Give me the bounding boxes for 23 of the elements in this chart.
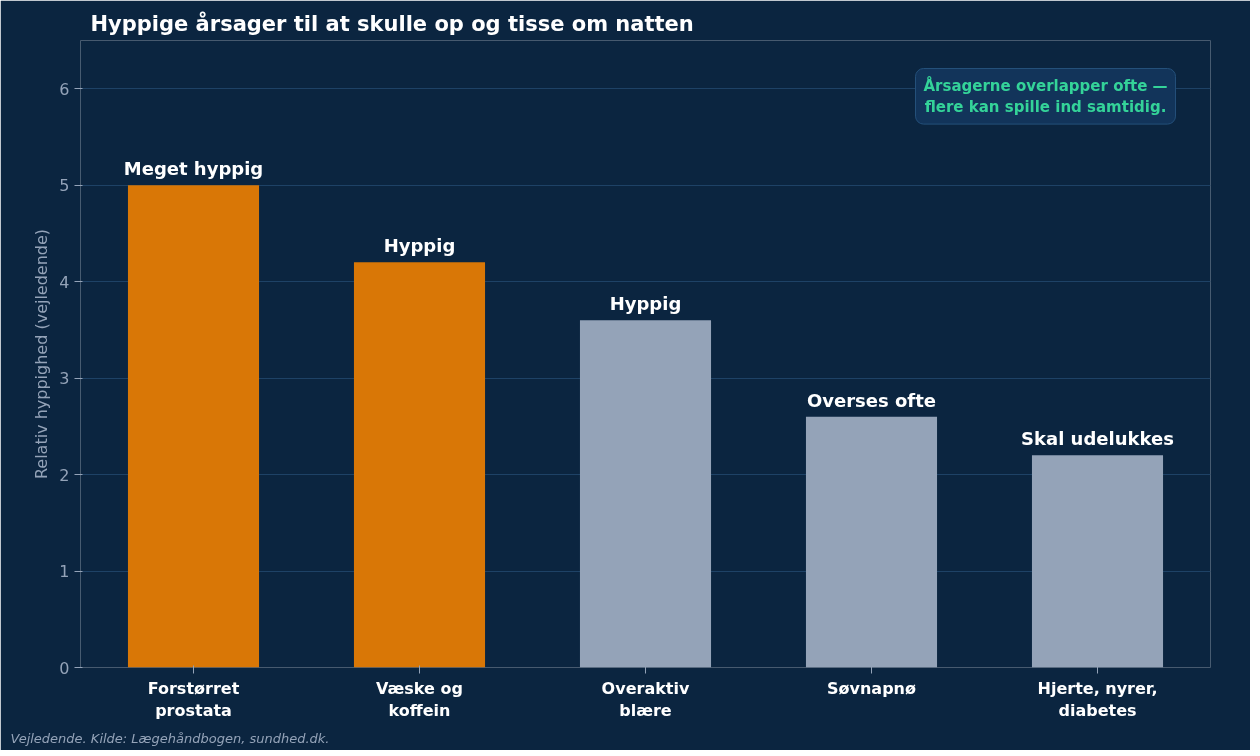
y-tick-label: 2 bbox=[59, 465, 70, 485]
x-tick-label: Væske og koffein bbox=[376, 678, 463, 721]
chart-title: Hyppige årsager til at skulle op og tisse om natten bbox=[90, 10, 694, 36]
y-tick-label: 6 bbox=[59, 79, 70, 99]
bar bbox=[353, 262, 486, 668]
text: Vejledende. Kilde: Lægehåndbogen, sundhed.dk. bbox=[10, 730, 330, 746]
y-tick-label: 5 bbox=[59, 176, 70, 196]
data-label: Overses ofte bbox=[806, 389, 937, 411]
x-tick-label: Forstørret prostata bbox=[147, 678, 240, 721]
data-label: Hyppig bbox=[383, 235, 456, 257]
y-tick-label: 0 bbox=[59, 658, 70, 678]
data-label: Hyppig bbox=[609, 293, 682, 315]
y-axis-title: Relativ hyppighed (vejledende) bbox=[32, 228, 52, 480]
data-label: Meget hyppig bbox=[123, 158, 264, 180]
annotation: Årsagerne overlapper ofte — flere kan spille ind samtidig. bbox=[923, 75, 1168, 117]
bar bbox=[127, 185, 260, 668]
y-tick-label: 1 bbox=[59, 562, 70, 582]
x-tick-label: Søvnapnø bbox=[827, 678, 916, 698]
x-tick-label: Overaktiv blære bbox=[601, 678, 690, 721]
data-label: Skal udelukkes bbox=[1021, 428, 1174, 450]
x-tick-label: Hjerte, nyrer, diabetes bbox=[1037, 678, 1158, 721]
y-tick-label: 4 bbox=[59, 272, 70, 292]
y-tick-label: 3 bbox=[59, 369, 70, 389]
